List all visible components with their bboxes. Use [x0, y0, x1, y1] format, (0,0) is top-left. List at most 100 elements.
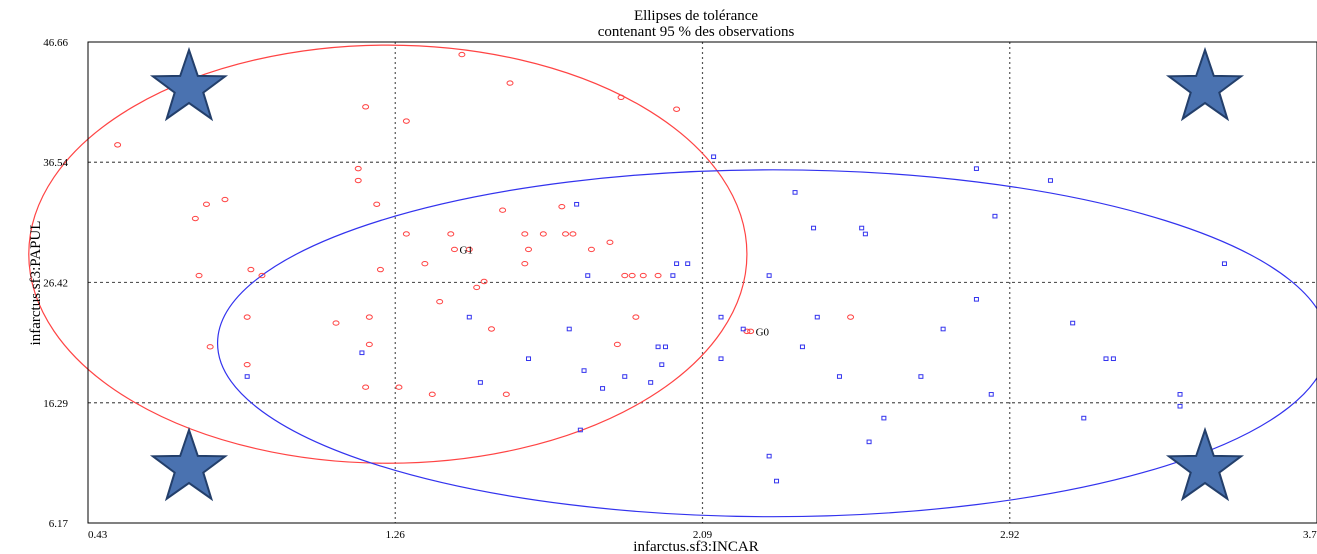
point-g0 [577, 427, 583, 433]
point-g1 [506, 80, 514, 86]
point-g1 [639, 272, 647, 279]
x-tick-label: 2.09 [693, 529, 713, 541]
point-g1 [402, 118, 410, 124]
point-g1 [621, 272, 629, 279]
point-g1 [465, 246, 473, 253]
point-g0 [1047, 178, 1053, 183]
point-g1 [365, 314, 373, 320]
point-g1 [243, 361, 251, 368]
x-tick-label: 2.92 [1000, 529, 1019, 541]
tick-labels: 0.43 1.26 2.09 2.92 3.75 6.17 16.29 26.42 36.54 4… [43, 37, 1317, 541]
x-tick-label: 1.26 [386, 529, 406, 541]
centroid-label: G1 [459, 244, 472, 256]
tolerance-ellipses [28, 44, 1317, 518]
point-g1 [436, 298, 444, 305]
point-g0 [585, 273, 591, 278]
point-g0 [1081, 415, 1087, 421]
point-g0 [774, 478, 780, 484]
point-g0 [648, 380, 654, 385]
point-g1 [373, 201, 381, 207]
grid-lines [88, 42, 1317, 523]
point-g0 [740, 326, 746, 332]
point-g0 [940, 326, 946, 332]
point-g0 [659, 362, 665, 367]
star-icon [1165, 426, 1245, 502]
point-g0 [662, 344, 668, 350]
point-g0 [1070, 320, 1076, 326]
point-g0 [836, 374, 842, 379]
point-g1 [421, 260, 429, 267]
point-g1 [202, 201, 210, 207]
point-g0 [799, 344, 805, 350]
point-g0 [600, 386, 606, 391]
point-g1 [632, 314, 640, 320]
point-g0 [766, 453, 772, 459]
ellipse-g1 [28, 44, 748, 464]
y-tick-label: 6.17 [49, 518, 69, 530]
data-points [114, 51, 1227, 484]
group-centroids: G1 G0 [450, 244, 770, 338]
point-g1 [654, 272, 662, 279]
point-g0 [655, 344, 661, 350]
chart-title: Ellipses de tolérance [634, 8, 758, 24]
point-g0 [718, 356, 724, 362]
point-g0 [814, 314, 820, 320]
point-g1 [613, 341, 621, 348]
point-g0 [1110, 356, 1116, 362]
point-g0 [711, 154, 717, 160]
centroid-marker [450, 246, 458, 253]
point-g1 [606, 239, 614, 245]
point-g1 [502, 391, 510, 398]
star-icon [149, 46, 229, 122]
point-g1 [480, 278, 488, 285]
point-g1 [206, 344, 214, 350]
point-g1 [673, 106, 681, 112]
point-g1 [525, 246, 533, 253]
point-g0 [566, 326, 572, 332]
point-g1 [539, 231, 547, 237]
point-g0 [992, 213, 998, 219]
chart-subtitle: contenant 95 % des observations [598, 24, 795, 40]
point-g1 [114, 142, 122, 148]
point-g0 [973, 297, 979, 302]
point-g0 [685, 261, 691, 266]
point-g0 [359, 350, 365, 356]
point-g0 [622, 374, 628, 379]
point-g0 [718, 314, 724, 320]
point-g0 [1177, 392, 1183, 397]
point-g0 [766, 273, 772, 278]
y-tick-label: 26.42 [43, 277, 68, 289]
point-g1 [473, 284, 481, 291]
point-g0 [477, 380, 483, 385]
point-g0 [1221, 261, 1227, 266]
point-g1 [362, 104, 370, 110]
point-g1 [617, 94, 625, 101]
point-g1 [487, 326, 495, 332]
ellipse-g0 [217, 169, 1317, 518]
point-g0 [670, 273, 676, 278]
point-g1 [428, 391, 436, 398]
point-g0 [792, 190, 798, 195]
point-g1 [395, 384, 403, 390]
x-tick-label: 3.75 [1303, 529, 1317, 541]
point-g0 [1103, 356, 1109, 362]
point-g0 [988, 392, 994, 397]
point-g1 [376, 266, 384, 273]
point-g0 [581, 368, 587, 373]
point-g0 [859, 225, 865, 231]
y-tick-label: 16.29 [43, 398, 68, 410]
point-g0 [862, 231, 868, 237]
point-g1 [362, 384, 370, 390]
point-g1 [221, 196, 229, 203]
point-g1 [521, 231, 529, 237]
x-tick-label: 0.43 [88, 529, 108, 541]
point-g1 [521, 260, 529, 267]
point-g1 [587, 246, 595, 253]
point-g1 [191, 215, 199, 222]
point-g1 [354, 165, 362, 172]
point-g0 [466, 314, 472, 320]
point-g0 [918, 374, 924, 379]
point-g0 [973, 166, 979, 171]
point-g1 [354, 177, 362, 184]
